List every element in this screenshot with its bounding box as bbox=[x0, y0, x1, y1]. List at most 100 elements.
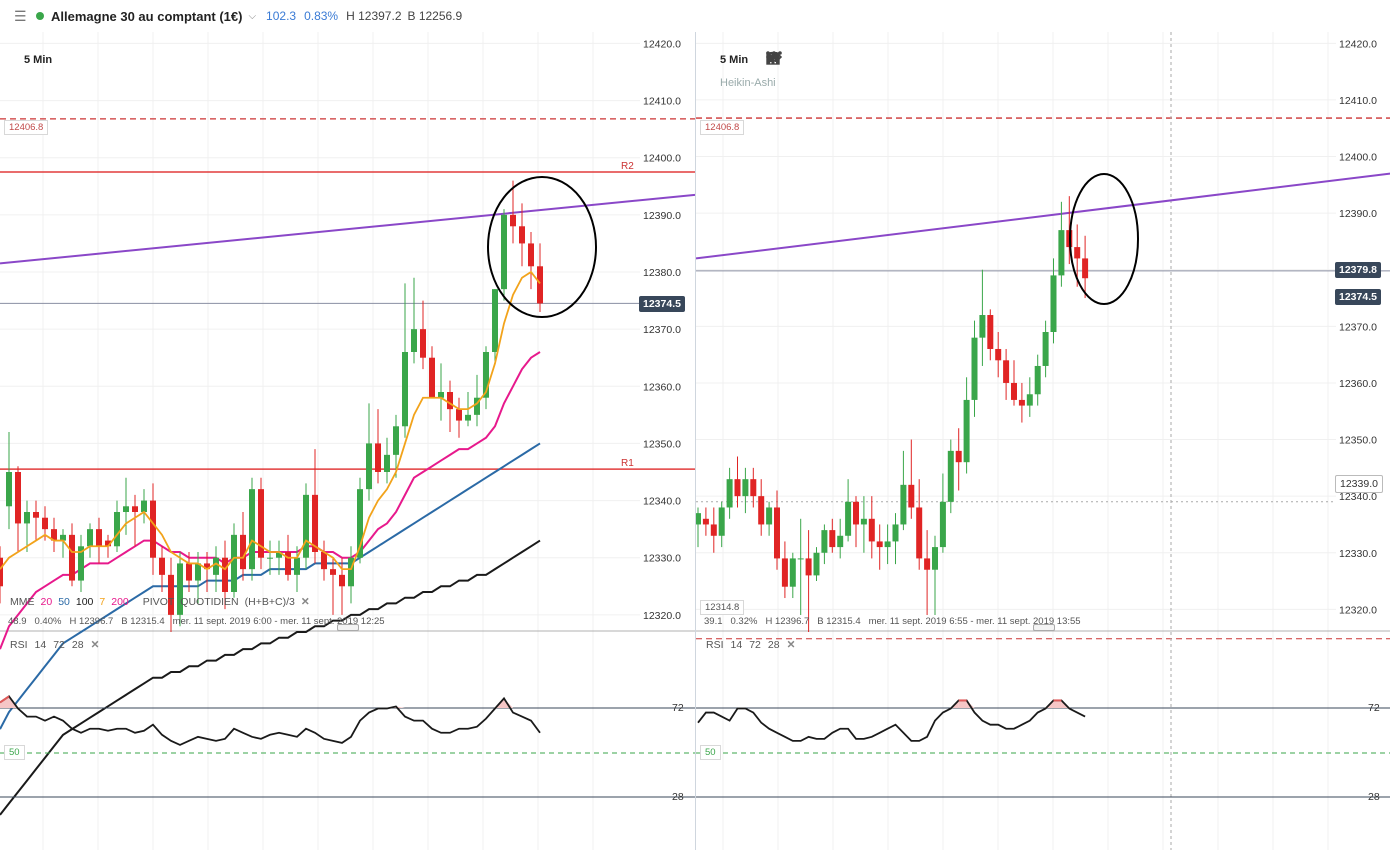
chevron-down-icon[interactable]: ⌵ bbox=[248, 10, 257, 22]
y-axis-label: 12370.0 bbox=[643, 324, 681, 336]
rsi-upper[interactable]: 72 bbox=[53, 639, 65, 651]
candle-body bbox=[15, 472, 21, 524]
candle-body bbox=[853, 501, 859, 525]
right-chart-panel[interactable]: 12420.012410.012400.012390.012380.012370… bbox=[695, 32, 1390, 850]
candle-body bbox=[159, 557, 165, 575]
candle-body bbox=[204, 563, 210, 570]
indicator-pivot-period[interactable]: QUOTIDIEN bbox=[180, 596, 239, 608]
candle-body bbox=[186, 563, 192, 581]
candle-body bbox=[123, 506, 129, 512]
rsi-lower[interactable]: 28 bbox=[767, 639, 780, 651]
candle-body bbox=[924, 558, 931, 570]
close-icon[interactable]: ✕ bbox=[786, 639, 796, 651]
zoom-out-icon[interactable] bbox=[766, 51, 956, 71]
candle-body bbox=[900, 484, 907, 525]
left-chart-panel[interactable]: 12420.0 12410.0 12400.0 12390.0 12380.0 12370… bbox=[0, 32, 695, 850]
timeframe-label[interactable]: 5 Min bbox=[720, 54, 749, 66]
candle-body bbox=[908, 484, 915, 508]
indicator-ema200[interactable]: 200 bbox=[111, 596, 129, 608]
instrument-title[interactable]: Allemagne 30 au comptant (1€) bbox=[51, 8, 243, 24]
candle-body bbox=[402, 352, 408, 427]
candle-body bbox=[718, 507, 725, 536]
candle-body bbox=[519, 226, 525, 244]
candle-body bbox=[0, 557, 3, 587]
indicator-ema100[interactable]: 100 bbox=[75, 596, 94, 608]
candle-body bbox=[96, 529, 102, 547]
crosshair-price-badge: 12379.8 bbox=[1335, 262, 1381, 278]
candle-body bbox=[1034, 365, 1041, 395]
candle-body bbox=[987, 315, 994, 349]
hamburger-menu-icon[interactable]: ☰ bbox=[14, 7, 27, 24]
indicator-ema7[interactable]: 7 bbox=[99, 596, 106, 608]
candle-body bbox=[979, 315, 986, 338]
y-axis-label: 12400.0 bbox=[643, 153, 681, 165]
candle-body bbox=[51, 529, 57, 541]
close-icon[interactable]: ✕ bbox=[300, 596, 310, 608]
candle-body bbox=[213, 557, 219, 575]
candle-body bbox=[932, 547, 938, 570]
rsi-upper[interactable]: 72 bbox=[749, 639, 761, 651]
candle-body bbox=[1042, 332, 1049, 366]
rsi-lower[interactable]: 28 bbox=[71, 639, 84, 651]
zoom-in-icon[interactable] bbox=[766, 51, 990, 71]
info-low: B 12315.4 bbox=[121, 616, 165, 627]
more-icon[interactable] bbox=[766, 51, 922, 71]
bar-chart-icon[interactable] bbox=[767, 51, 820, 71]
rsi-axis-28: 28 bbox=[672, 791, 684, 803]
candle-body bbox=[348, 557, 354, 587]
info-change: 48.9 bbox=[8, 616, 27, 627]
rsi-mid-box: 50 bbox=[4, 745, 25, 760]
candle-body bbox=[829, 530, 836, 548]
indicator-mme[interactable]: MME bbox=[10, 596, 35, 608]
right-chart-canvas[interactable]: 12420.012410.012400.012390.012380.012370… bbox=[696, 32, 1390, 850]
candle-body bbox=[465, 414, 471, 421]
y-axis-label: 12350.0 bbox=[1339, 435, 1377, 447]
candle-body bbox=[845, 501, 852, 536]
indicator-pivot-formula[interactable]: (H+B+C)/3 bbox=[244, 596, 295, 608]
rsi-period[interactable]: 14 bbox=[34, 639, 47, 651]
rsi-overbought-fill bbox=[1061, 700, 1070, 708]
rsi-overbought-fill bbox=[396, 706, 405, 708]
close-icon[interactable]: ✕ bbox=[90, 639, 100, 651]
rsi-period[interactable]: 14 bbox=[730, 639, 743, 651]
pane-resize-handle[interactable] bbox=[1033, 624, 1055, 631]
pencil-icon[interactable] bbox=[768, 51, 854, 71]
candle-body bbox=[447, 392, 453, 410]
indicator-ema20[interactable]: 20 bbox=[40, 596, 53, 608]
chart-type-label: Heikin-Ashi bbox=[720, 77, 776, 89]
chart-toolbar bbox=[766, 51, 1024, 71]
candle-body bbox=[758, 496, 765, 525]
candle-body bbox=[267, 557, 273, 559]
candle-body bbox=[528, 243, 534, 267]
candle-body bbox=[42, 517, 48, 530]
candle-body bbox=[750, 479, 757, 497]
ema100-line bbox=[0, 539, 541, 816]
candle-body bbox=[411, 329, 417, 352]
candle-body bbox=[303, 494, 309, 558]
y-axis-label: 12410.0 bbox=[1339, 95, 1377, 107]
pane-resize-handle[interactable] bbox=[337, 624, 359, 631]
current-price-badge: 12374.5 bbox=[1335, 289, 1381, 305]
eye-icon[interactable] bbox=[766, 51, 888, 71]
candle-body bbox=[892, 524, 899, 542]
indicator-ema50[interactable]: 50 bbox=[58, 596, 70, 608]
day-high: H 12397.2 bbox=[346, 9, 402, 23]
rsi-name[interactable]: RSI bbox=[10, 639, 28, 651]
candle-body bbox=[884, 541, 891, 548]
price-change-pct: 0.83% bbox=[304, 9, 339, 23]
indicator-pivot[interactable]: PIVOT bbox=[142, 596, 175, 608]
candle-body bbox=[420, 329, 426, 358]
left-chart-canvas[interactable]: 12420.0 12410.0 12400.0 12390.0 12380.0 12370… bbox=[0, 32, 695, 850]
annotation-circle bbox=[487, 176, 597, 318]
rsi-axis-72: 72 bbox=[672, 702, 684, 714]
y-axis-label: 12390.0 bbox=[643, 210, 681, 222]
candle-body bbox=[1058, 230, 1065, 276]
candle-body bbox=[60, 534, 66, 541]
trend-line bbox=[0, 193, 695, 265]
candle-body bbox=[483, 352, 489, 398]
rsi-name[interactable]: RSI bbox=[706, 639, 724, 651]
y-axis-label: 12320.0 bbox=[1339, 604, 1377, 616]
play-end-icon[interactable] bbox=[767, 51, 1024, 71]
timeframe-label[interactable]: 5 Min bbox=[24, 54, 53, 66]
candle-body bbox=[195, 563, 201, 581]
